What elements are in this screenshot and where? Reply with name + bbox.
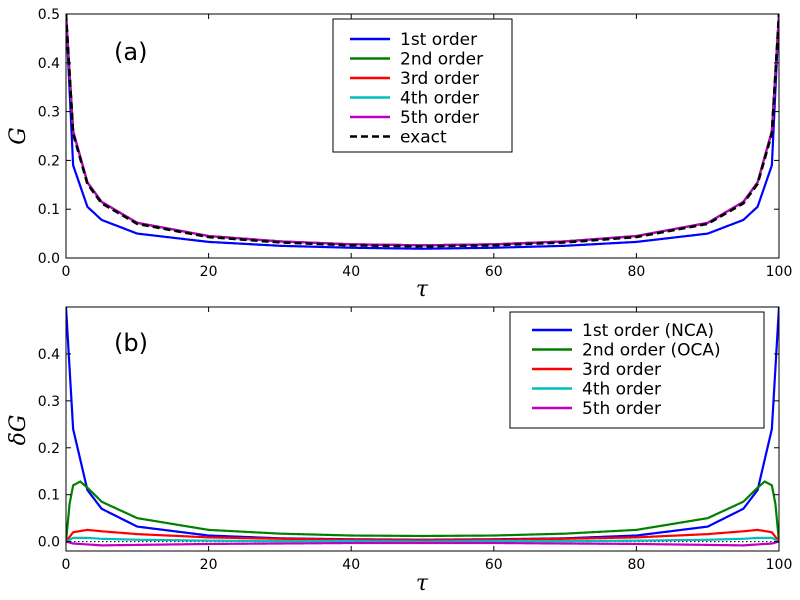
legend-box-a: [332, 18, 513, 153]
legend-label-a-6: exact: [400, 128, 447, 148]
legend-label-a-4: 4th order: [400, 89, 479, 109]
legend-label-b-3: 3rd order: [582, 360, 661, 380]
legend-label-a-3: 3rd order: [400, 69, 479, 89]
series-line-b-4: [66, 536, 779, 543]
y-tick-label: 0.3: [38, 105, 60, 121]
x-tick-label: 60: [485, 264, 503, 280]
x-tick-label: 0: [62, 264, 71, 280]
y-tick-label: 0.0: [38, 535, 60, 551]
x-tick-label: 20: [200, 557, 218, 573]
panel-label-b: (b): [114, 329, 148, 357]
y-tick-label: 0.2: [38, 441, 60, 457]
x-tick-label: 40: [342, 557, 360, 573]
legend-label-a-2: 2nd order: [400, 50, 483, 70]
y-tick-label: 0.4: [38, 347, 60, 363]
y-tick-label: 0.0: [38, 251, 60, 267]
legend-label-b-2: 2nd order (OCA): [582, 341, 721, 361]
x-tick-label: 0: [62, 557, 71, 573]
y-axis-label-a: G: [6, 127, 31, 145]
series-line-b-3: [66, 528, 779, 543]
y-tick-label: 0.4: [38, 56, 60, 72]
x-tick-label: 100: [766, 557, 793, 573]
x-axis-label-b: τ: [416, 571, 429, 596]
series-group-a: [66, 14, 779, 250]
y-tick-label: 0.2: [38, 153, 60, 169]
ticks-b: 0 20 40 60 80 100 0.0 0.1 0.2 0.3 0.4: [38, 307, 793, 573]
x-tick-label: 20: [200, 264, 218, 280]
series-line-a-6: [66, 14, 779, 248]
legend-label-a-1: 1st order: [400, 30, 477, 50]
x-tick-label: 60: [485, 557, 503, 573]
axes-frame-b: [65, 306, 780, 552]
x-axis-label-a: τ: [416, 277, 429, 302]
legend-label-b-1: 1st order (NCA): [582, 321, 714, 341]
axes-frame-a: [65, 13, 780, 259]
legend-label-a-5: 5th order: [400, 108, 479, 128]
legend-label-b-5: 5th order: [582, 399, 661, 419]
series-group-b: [66, 307, 779, 547]
series-line-b-5: [66, 540, 779, 547]
x-tick-label: 80: [627, 557, 645, 573]
panel-a: 0 20 40 60 80 100 0.0 0.1 0.2 0.3 0.4 0.5 (a) τ G 1…: [6, 7, 792, 302]
y-tick-label: 0.1: [38, 488, 60, 504]
x-tick-label: 40: [342, 264, 360, 280]
y-axis-label-b: δG: [6, 415, 31, 446]
y-tick-label: 0.5: [38, 7, 60, 23]
series-line-b-2: [66, 480, 779, 542]
y-tick-label: 0.1: [38, 202, 60, 218]
series-line-a-1: [66, 14, 779, 250]
ticks-a: 0 20 40 60 80 100 0.0 0.1 0.2 0.3 0.4 0.5: [38, 7, 793, 280]
legend-b: 1st order (NCA)2nd order (OCA)3rd order4…: [509, 311, 765, 429]
y-tick-label: 0.3: [38, 394, 60, 410]
panel-b: 0 20 40 60 80 100 0.0 0.1 0.2 0.3 0.4 (b) τ δG 1st…: [6, 306, 793, 596]
x-tick-label: 100: [766, 264, 793, 280]
panel-label-a: (a): [114, 38, 147, 66]
x-tick-label: 80: [627, 264, 645, 280]
legend-label-b-4: 4th order: [582, 380, 661, 400]
